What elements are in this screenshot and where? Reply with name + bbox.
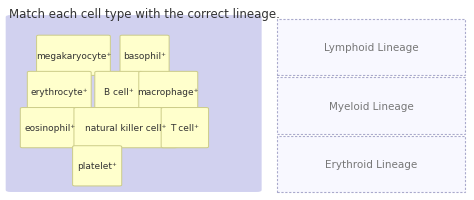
Text: B cell⁺: B cell⁺ xyxy=(104,88,133,96)
FancyBboxPatch shape xyxy=(277,136,465,192)
FancyBboxPatch shape xyxy=(120,36,169,76)
Text: macrophage⁺: macrophage⁺ xyxy=(137,88,199,96)
FancyBboxPatch shape xyxy=(36,36,110,76)
FancyBboxPatch shape xyxy=(74,108,177,148)
Text: Lymphoid Lineage: Lymphoid Lineage xyxy=(324,43,418,53)
FancyBboxPatch shape xyxy=(139,72,198,112)
FancyBboxPatch shape xyxy=(277,20,465,76)
Text: T cell⁺: T cell⁺ xyxy=(171,124,199,132)
FancyBboxPatch shape xyxy=(161,108,209,148)
Text: Myeloid Lineage: Myeloid Lineage xyxy=(328,101,413,111)
Text: natural killer cell⁺: natural killer cell⁺ xyxy=(85,124,166,132)
Text: Match each cell type with the correct lineage.: Match each cell type with the correct li… xyxy=(9,8,279,21)
Text: eosinophil⁺: eosinophil⁺ xyxy=(24,124,75,132)
Text: basophil⁺: basophil⁺ xyxy=(123,52,166,60)
FancyBboxPatch shape xyxy=(95,72,142,112)
Text: megakaryocyte⁺: megakaryocyte⁺ xyxy=(36,52,111,60)
FancyBboxPatch shape xyxy=(20,108,79,148)
Text: platelet⁺: platelet⁺ xyxy=(77,162,117,170)
Text: erythrocyte⁺: erythrocyte⁺ xyxy=(30,88,88,96)
FancyBboxPatch shape xyxy=(27,72,91,112)
Text: Erythroid Lineage: Erythroid Lineage xyxy=(325,159,417,169)
FancyBboxPatch shape xyxy=(277,78,465,134)
FancyBboxPatch shape xyxy=(6,16,262,192)
FancyBboxPatch shape xyxy=(73,146,122,186)
